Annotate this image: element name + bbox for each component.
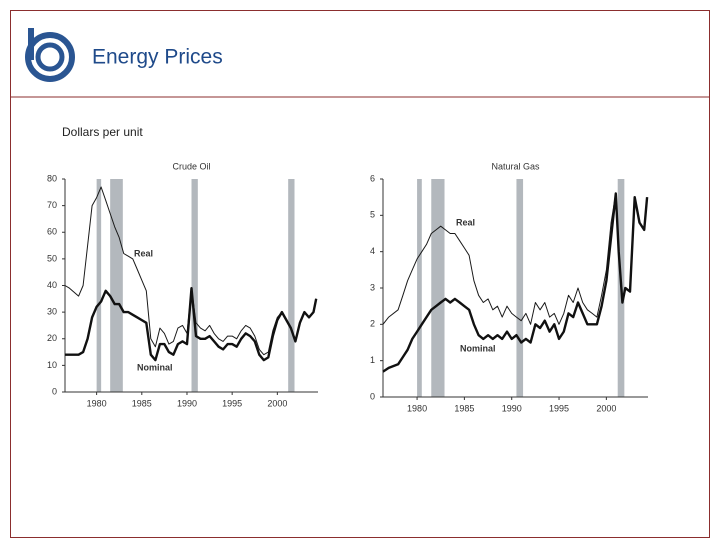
series-line bbox=[382, 193, 648, 325]
x-tick-label: 2000 bbox=[596, 403, 616, 413]
y-tick-label: 30 bbox=[47, 307, 57, 317]
y-tick-label: 20 bbox=[47, 333, 57, 343]
y-tick-label: 3 bbox=[370, 282, 375, 292]
subtitle: Dollars per unit bbox=[62, 125, 143, 139]
y-tick-label: 1 bbox=[370, 355, 375, 365]
recession-band bbox=[431, 179, 445, 397]
x-tick-label: 1990 bbox=[502, 403, 522, 413]
x-tick-label: 1985 bbox=[132, 398, 152, 408]
recession-band bbox=[191, 179, 198, 392]
y-tick-label: 5 bbox=[370, 210, 375, 220]
slide-border bbox=[10, 10, 710, 538]
x-tick-label: 1980 bbox=[407, 403, 427, 413]
x-tick-label: 1990 bbox=[177, 398, 197, 408]
series-label: Nominal bbox=[137, 362, 173, 372]
series-line bbox=[382, 192, 649, 373]
series-label: Real bbox=[134, 248, 153, 258]
recession-band bbox=[96, 179, 102, 392]
y-tick-label: 6 bbox=[370, 173, 375, 183]
recession-band bbox=[288, 179, 295, 392]
recession-band bbox=[516, 179, 524, 397]
y-tick-label: 0 bbox=[370, 391, 375, 401]
slide-title: Energy Prices bbox=[92, 46, 223, 69]
y-tick-label: 10 bbox=[47, 360, 57, 370]
y-tick-label: 50 bbox=[47, 253, 57, 263]
series-label: Real bbox=[456, 217, 475, 227]
y-tick-label: 60 bbox=[47, 227, 57, 237]
series-label: Nominal bbox=[460, 343, 496, 353]
series-line bbox=[65, 287, 318, 362]
y-tick-label: 0 bbox=[52, 386, 57, 396]
recession-band bbox=[417, 179, 422, 397]
y-tick-label: 2 bbox=[370, 319, 375, 329]
x-tick-label: 2000 bbox=[267, 398, 287, 408]
y-tick-label: 80 bbox=[47, 173, 57, 183]
y-tick-label: 70 bbox=[47, 200, 57, 210]
x-tick-label: 1995 bbox=[549, 403, 569, 413]
x-tick-label: 1985 bbox=[454, 403, 474, 413]
chart-title: Crude Oil bbox=[172, 161, 210, 171]
x-tick-label: 1980 bbox=[87, 398, 107, 408]
x-tick-label: 1995 bbox=[222, 398, 242, 408]
chart-title: Natural Gas bbox=[491, 161, 540, 171]
logo bbox=[25, 28, 75, 82]
recession-band bbox=[110, 179, 123, 392]
y-tick-label: 4 bbox=[370, 246, 375, 256]
series-line bbox=[64, 186, 317, 356]
y-tick-label: 40 bbox=[47, 280, 57, 290]
